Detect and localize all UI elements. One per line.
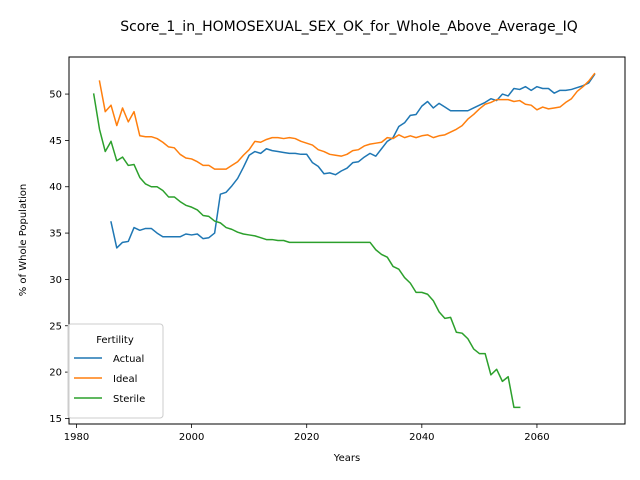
x-axis: 1980 2000 2020 2040 2060 <box>64 424 550 443</box>
y-tick-label: 25 <box>49 321 62 332</box>
legend-items: Actual Ideal Sterile <box>74 354 145 405</box>
series-layer <box>92 72 596 409</box>
x-tick-label: 2060 <box>524 432 549 443</box>
series-line-sterile <box>92 93 521 409</box>
y-tick-label: 15 <box>49 414 62 425</box>
y-tick-label: 50 <box>49 90 62 101</box>
x-tick-label: 2020 <box>294 432 319 443</box>
legend-label-actual: Actual <box>113 354 144 365</box>
series-line-ideal <box>98 72 596 170</box>
x-tick-label: 2040 <box>409 432 434 443</box>
x-tick-label: 2000 <box>179 432 204 443</box>
y-axis-label: % of Whole Population <box>18 184 29 297</box>
plot-area <box>68 56 626 425</box>
legend: Fertility Actual Ideal Sterile <box>67 323 164 419</box>
y-tick-label: 30 <box>49 275 62 286</box>
legend-label-ideal: Ideal <box>113 374 137 385</box>
y-tick-label: 35 <box>49 229 62 240</box>
y-tick-label: 20 <box>49 368 62 379</box>
plot-frame <box>68 56 626 425</box>
y-axis: 15 20 25 30 35 40 45 50 <box>49 90 69 425</box>
legend-title: Fertility <box>96 335 134 346</box>
legend-label-sterile: Sterile <box>113 394 145 405</box>
x-tick-label: 1980 <box>64 432 89 443</box>
x-axis-label: Years <box>333 453 360 464</box>
legend-box <box>67 323 164 419</box>
y-tick-label: 45 <box>49 136 62 147</box>
series-line-actual <box>110 73 596 249</box>
chart-title: Score_1_in_HOMOSEXUAL_SEX_OK_for_Whole_A… <box>120 19 578 35</box>
y-tick-label: 40 <box>49 182 62 193</box>
